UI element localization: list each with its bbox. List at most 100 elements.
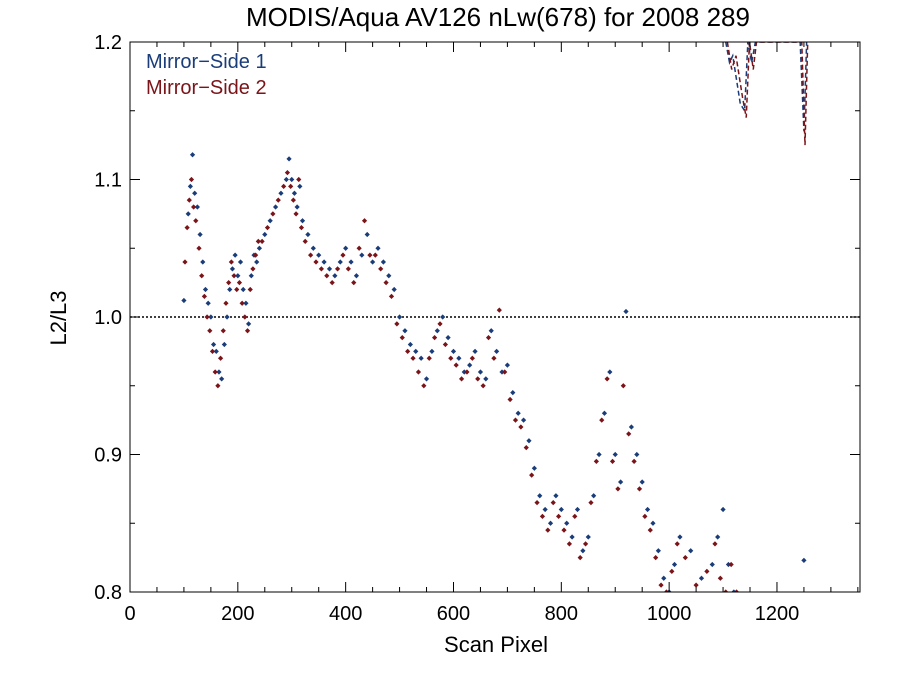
data-point [281, 183, 287, 189]
data-point [534, 500, 540, 506]
data-point [450, 348, 457, 354]
data-point [334, 266, 341, 272]
data-point [545, 527, 551, 533]
data-point [188, 176, 195, 183]
data-point [458, 376, 465, 382]
data-point [302, 238, 308, 244]
data-point [520, 417, 527, 423]
data-point [187, 183, 193, 189]
data-point [321, 259, 327, 265]
data-point [337, 259, 343, 265]
data-point [601, 410, 608, 416]
data-point [661, 575, 667, 581]
data-point [434, 328, 440, 334]
data-point [709, 561, 715, 568]
data-point [234, 286, 240, 293]
data-point [232, 252, 238, 258]
data-point [216, 369, 222, 375]
data-point [194, 204, 200, 210]
data-point [453, 362, 459, 368]
data-point [275, 197, 281, 203]
data-point [391, 286, 397, 293]
data-point [359, 252, 365, 258]
data-point [348, 259, 354, 265]
data-point [432, 335, 438, 341]
legend-entry-mirror-side-2: Mirror−Side 2 [146, 77, 267, 99]
data-point [308, 252, 314, 258]
data-point [293, 211, 299, 217]
data-point [237, 259, 244, 265]
data-point [553, 493, 559, 499]
legend: Mirror−Side 1 Mirror−Side 2 [146, 51, 267, 99]
data-point [480, 383, 486, 389]
data-point [507, 396, 513, 403]
dashed-line-2 [726, 42, 809, 146]
data-point [278, 190, 284, 196]
data-point [253, 252, 259, 258]
data-point [682, 555, 688, 561]
x-tick-label: 0 [124, 603, 135, 625]
x-tick-label: 1200 [755, 603, 800, 625]
x-tick-label: 600 [437, 603, 470, 625]
data-point [227, 286, 233, 293]
data-point [599, 417, 605, 423]
data-point [469, 355, 475, 361]
data-point [642, 513, 648, 519]
data-point [250, 266, 256, 272]
data-point [502, 369, 508, 375]
data-point [475, 376, 481, 382]
data-point [193, 218, 199, 224]
data-point [547, 520, 554, 526]
data-point [272, 204, 279, 210]
data-point [467, 362, 473, 368]
data-point [723, 589, 729, 592]
data-point [364, 231, 370, 238]
data-point [351, 280, 357, 286]
data-point [464, 369, 470, 375]
y-tick-label: 1.1 [94, 170, 122, 192]
data-point [593, 458, 599, 464]
data-point [372, 252, 378, 258]
data-point [191, 204, 197, 210]
data-point [332, 273, 338, 279]
data-point [192, 190, 198, 196]
data-point [604, 376, 610, 382]
data-point [558, 506, 564, 513]
data-point [229, 266, 236, 272]
dashed-line-1 [725, 42, 808, 132]
y-tick-label: 1.2 [94, 32, 122, 54]
data-point [626, 431, 632, 437]
data-point [472, 348, 478, 354]
data-point [564, 520, 570, 526]
data-point [202, 286, 209, 293]
data-point [326, 266, 333, 272]
data-point [296, 176, 302, 183]
data-point [343, 245, 349, 251]
data-point [628, 424, 635, 430]
data-point [262, 231, 268, 238]
data-point [298, 225, 305, 231]
data-point [499, 369, 505, 375]
data-point [488, 328, 494, 334]
data-point [185, 211, 191, 217]
data-point [618, 479, 624, 485]
y-tick-label: 0.9 [94, 445, 122, 467]
data-point [591, 493, 597, 499]
data-point [634, 451, 640, 458]
data-point [421, 383, 427, 389]
data-point [663, 589, 670, 592]
data-point [294, 204, 300, 210]
data-point [199, 273, 205, 279]
data-point [221, 341, 227, 348]
data-point [186, 197, 192, 203]
plot-area [130, 42, 860, 592]
data-point [291, 190, 298, 196]
data-point [228, 259, 234, 265]
data-point [677, 534, 683, 540]
data-point [658, 582, 664, 588]
data-point [205, 300, 211, 306]
data-point [181, 297, 187, 304]
data-point [231, 273, 237, 279]
data-point [213, 348, 219, 354]
data-point [715, 534, 721, 540]
